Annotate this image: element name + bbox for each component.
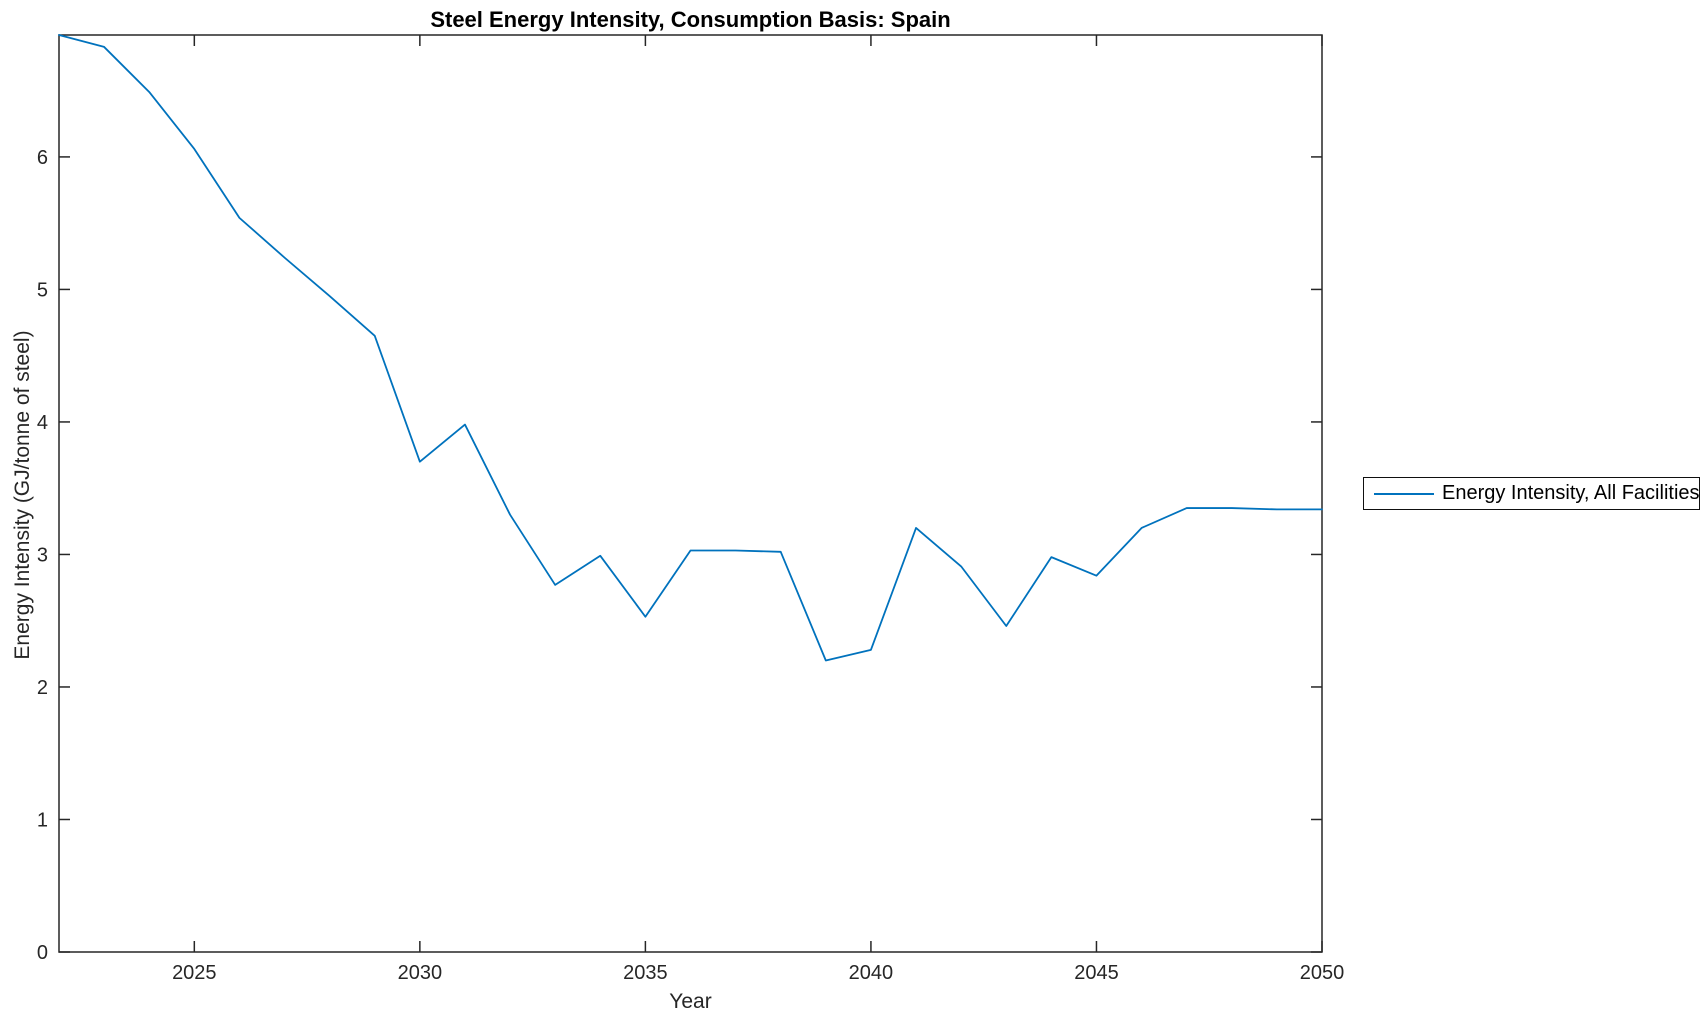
x-tick-label: 2030 xyxy=(398,962,443,984)
y-tick-label: 4 xyxy=(37,412,48,434)
y-tick-label: 1 xyxy=(37,809,48,831)
legend-line-sample xyxy=(1374,492,1434,495)
legend: Energy Intensity, All Facilities xyxy=(1363,477,1700,510)
chart-title: Steel Energy Intensity, Consumption Basi… xyxy=(430,7,951,32)
y-tick-label: 0 xyxy=(37,942,48,964)
legend-label: Energy Intensity, All Facilities xyxy=(1442,482,1700,504)
y-tick-label: 3 xyxy=(37,544,48,566)
x-tick-label: 2025 xyxy=(172,962,217,984)
axes-box xyxy=(58,34,1323,953)
y-tick-label: 5 xyxy=(37,279,48,301)
series-line xyxy=(58,34,1323,662)
x-tick-label: 2050 xyxy=(1300,962,1345,984)
y-tick-label: 6 xyxy=(37,147,48,169)
x-tick-label: 2045 xyxy=(1074,962,1119,984)
x-tick-label: 2040 xyxy=(849,962,894,984)
y-axis-label: Energy Intensity (GJ/tonne of steel) xyxy=(11,330,34,660)
x-tick-label: 2035 xyxy=(623,962,668,984)
y-tick-label: 2 xyxy=(37,677,48,699)
x-axis-label: Year xyxy=(669,990,712,1013)
